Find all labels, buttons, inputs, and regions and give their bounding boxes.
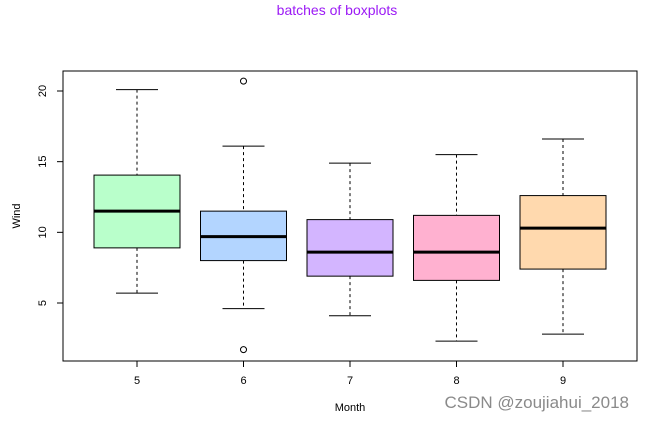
y-tick-label: 5 <box>37 300 49 306</box>
axes-layer: 5 6 7 8 9 5 10 15 20 <box>37 85 566 387</box>
boxes-layer <box>93 77 607 354</box>
box-body <box>413 214 500 281</box>
box-group-7 <box>306 162 394 317</box>
y-tick-label: 15 <box>37 156 49 168</box>
box-group-8 <box>413 154 500 342</box>
chart-title: batches of boxplots <box>277 2 398 18</box>
x-tick-label: 8 <box>453 375 459 387</box>
x-tick-label: 9 <box>560 375 566 387</box>
y-tick-label: 20 <box>37 85 49 97</box>
outlier-point <box>240 77 247 85</box>
x-tick-label: 5 <box>134 375 140 387</box>
outlier-point <box>240 346 247 354</box>
box-group-5 <box>93 89 181 294</box>
box-body <box>306 219 394 277</box>
box-body <box>519 195 607 270</box>
x-tick-label: 6 <box>240 375 246 387</box>
watermark-text: CSDN @zoujiahui_2018 <box>444 393 629 412</box>
box-group-6 <box>200 77 287 354</box>
x-tick-label: 7 <box>347 375 353 387</box>
y-tick-label: 10 <box>37 226 49 238</box>
box-group-9 <box>519 138 607 335</box>
y-axis-label: Wind <box>11 203 23 228</box>
x-axis-label: Month <box>335 402 366 414</box>
